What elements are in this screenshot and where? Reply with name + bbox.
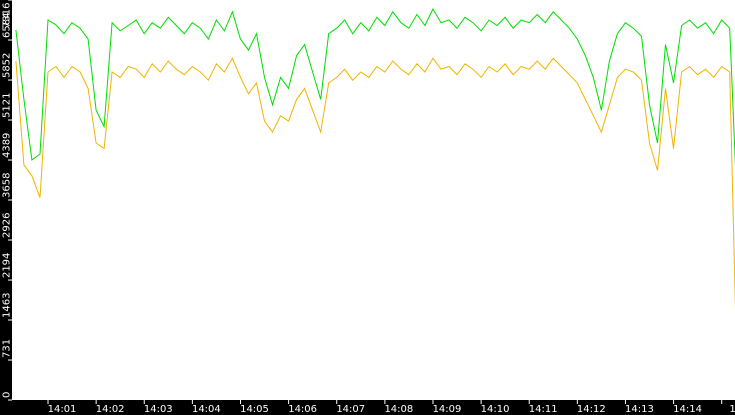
y-tick-label: 2926	[2, 213, 13, 238]
x-tick-label: 14:02	[96, 404, 125, 415]
y-tick-label: 5852	[2, 53, 13, 78]
x-tick-label: 14:04	[192, 404, 221, 415]
x-tick-label: 14:11	[529, 404, 558, 415]
x-tick-label: 14:13	[625, 404, 654, 415]
y-tick-label: 5121	[2, 93, 13, 118]
y-tick-label: 6584	[2, 13, 13, 38]
x-axis-strip	[0, 400, 735, 415]
x-tick-label: 14:14	[673, 404, 702, 415]
x-tick-label: 14:01	[48, 404, 77, 415]
y-tick-label: 731	[2, 339, 13, 358]
x-tick-label: 14:10	[481, 404, 510, 415]
y-tick-label: 7316	[2, 3, 13, 28]
x-tick-label: 14:12	[577, 404, 606, 415]
x-tick-label: 14:05	[240, 404, 269, 415]
series-line	[15, 57, 735, 310]
series-line	[15, 8, 735, 167]
x-tick-label: 14:09	[433, 404, 462, 415]
x-tick-label: 14	[729, 404, 735, 415]
y-tick-label: 3658	[2, 173, 13, 198]
y-axis-strip	[0, 0, 12, 415]
y-tick-label: 0	[2, 392, 13, 398]
y-tick-label: 1463	[2, 293, 13, 318]
x-tick-label: 14:08	[384, 404, 413, 415]
y-tick-label: 4389	[2, 133, 13, 158]
y-tick-label: 2194	[2, 253, 13, 278]
x-tick-label: 14:06	[288, 404, 317, 415]
x-tick-label: 14:07	[336, 404, 365, 415]
x-tick-label: 14:03	[144, 404, 173, 415]
